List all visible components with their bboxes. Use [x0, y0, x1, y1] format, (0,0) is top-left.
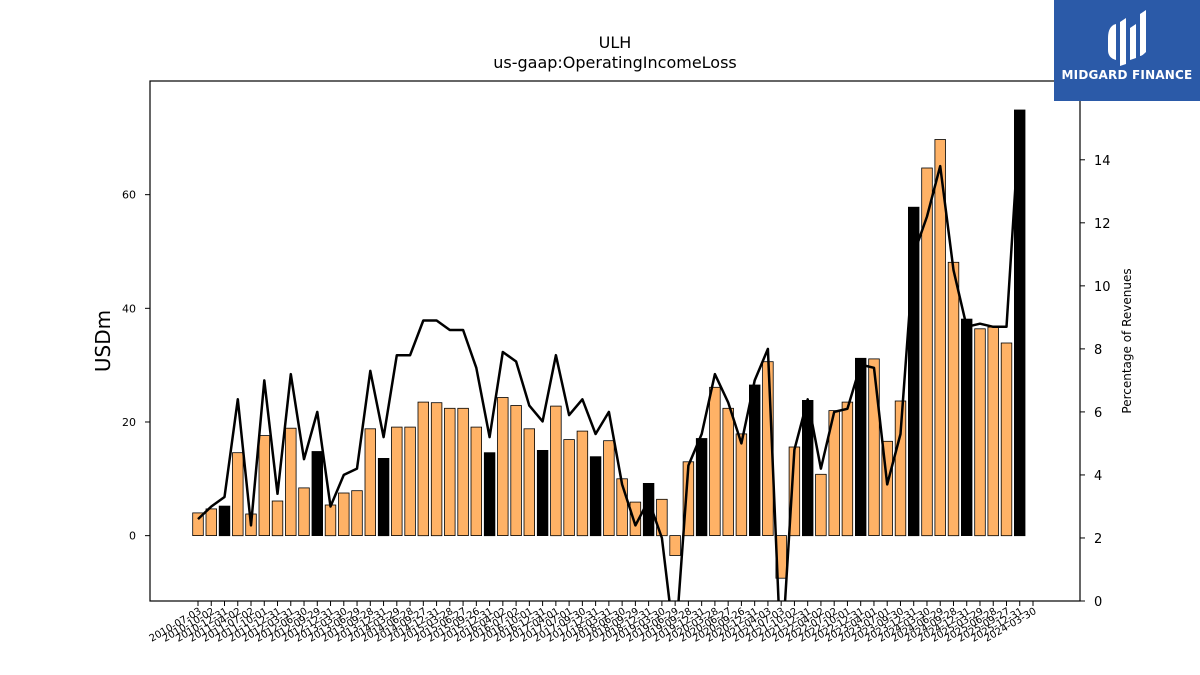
y-tick-label-60: 60	[122, 189, 136, 202]
bar-2020-06-27	[722, 407, 734, 536]
midgard-finance-logo: MIDGARD FINANCE	[1054, 0, 1200, 101]
bar-2018-03-31	[603, 440, 615, 537]
y2-tick-label-2: 2	[1094, 532, 1102, 547]
bar-2011-12-31	[271, 500, 284, 537]
bar-2020-12-31	[749, 384, 761, 537]
y-tick-label-40: 40	[122, 302, 136, 315]
bar-2014-06-28	[404, 426, 416, 537]
bar-2024-03-30	[921, 167, 933, 537]
percentage-line	[197, 118, 1021, 601]
bar-2012-12-31	[324, 504, 337, 537]
bar-2013-12-31	[377, 457, 390, 537]
chart-subtitle: us-gaap:OperatingIncomeLoss	[493, 53, 737, 72]
bar-2011-04-02	[232, 452, 244, 537]
bar-2023-12-31	[908, 206, 920, 537]
bar-2015-06-27	[457, 407, 469, 536]
bar-2023-07-01	[881, 440, 893, 536]
bar-2016-04-02	[497, 397, 509, 537]
bar-2024-09-28	[947, 261, 960, 537]
y2-tick-label-0: 0	[1094, 595, 1102, 610]
bar-2022-12-31	[855, 357, 867, 536]
bar-2025-12-31	[1014, 109, 1026, 537]
bar-2020-03-28	[709, 386, 721, 536]
chart-title: ULH	[598, 33, 632, 52]
y2-tick-label-8: 8	[1094, 343, 1102, 358]
bar-2025-06-28	[987, 326, 999, 537]
bar-2023-04-01	[868, 358, 880, 536]
logo-text: MIDGARD FINANCE	[1061, 68, 1193, 82]
y2-tick-label-10: 10	[1094, 280, 1111, 295]
y-axis-label: USDm	[91, 310, 115, 372]
bar-2013-03-30	[338, 492, 350, 536]
bar-2025-03-29	[974, 328, 986, 537]
bar-2010-07-03	[192, 512, 204, 537]
plot-frame	[149, 80, 1081, 602]
bar-2019-12-31	[695, 438, 708, 537]
y-tick-label-0: 0	[129, 530, 136, 543]
bar-2015-09-26	[470, 426, 483, 537]
y2-tick-label-6: 6	[1094, 406, 1102, 421]
bar-2013-09-28	[364, 428, 377, 536]
bar-2016-07-02	[510, 405, 522, 537]
bar-2012-06-30	[298, 487, 310, 536]
bar-2010-12-31	[218, 505, 231, 537]
y2-tick-label-4: 4	[1094, 469, 1102, 484]
bar-2017-12-31	[589, 456, 602, 537]
bar-2017-07-01	[563, 439, 575, 537]
bar-2019-06-29	[669, 535, 681, 556]
bar-2024-06-29	[934, 139, 946, 537]
bar-2014-12-31	[430, 402, 443, 537]
y2-tick-label-14: 14	[1094, 154, 1111, 169]
bar-2019-09-28	[682, 461, 695, 537]
y2-tick-label-12: 12	[1094, 217, 1111, 232]
bar-2012-03-31	[285, 427, 297, 537]
bar-2022-07-02	[828, 410, 840, 537]
bar-2012-09-29	[311, 451, 324, 536]
bar-2022-10-01	[841, 401, 854, 537]
logo-mark-icon	[1108, 10, 1146, 66]
bar-2020-09-26	[735, 433, 748, 536]
bar-2014-09-27	[417, 401, 430, 537]
bar-2014-03-29	[391, 426, 403, 537]
y-tick-label-20: 20	[122, 416, 136, 429]
bar-2023-09-30	[894, 400, 907, 537]
bar-2017-04-01	[550, 405, 562, 537]
y2-axis-label: Percentage of Revenues	[1120, 268, 1134, 413]
bar-2018-09-29	[629, 501, 642, 537]
bar-2016-10-01	[523, 428, 536, 536]
bar-2025-09-27	[1000, 342, 1013, 537]
bar-2024-12-31	[961, 318, 973, 537]
bar-2016-12-31	[536, 449, 549, 536]
bar-2010-10-02	[205, 508, 218, 536]
bar-2022-04-02	[815, 473, 827, 537]
bar-2017-09-30	[576, 430, 589, 537]
bar-2015-12-31	[483, 452, 496, 537]
bar-2011-10-01	[258, 435, 271, 537]
bar-2013-06-29	[351, 490, 363, 537]
bar-2015-03-28	[444, 407, 456, 536]
